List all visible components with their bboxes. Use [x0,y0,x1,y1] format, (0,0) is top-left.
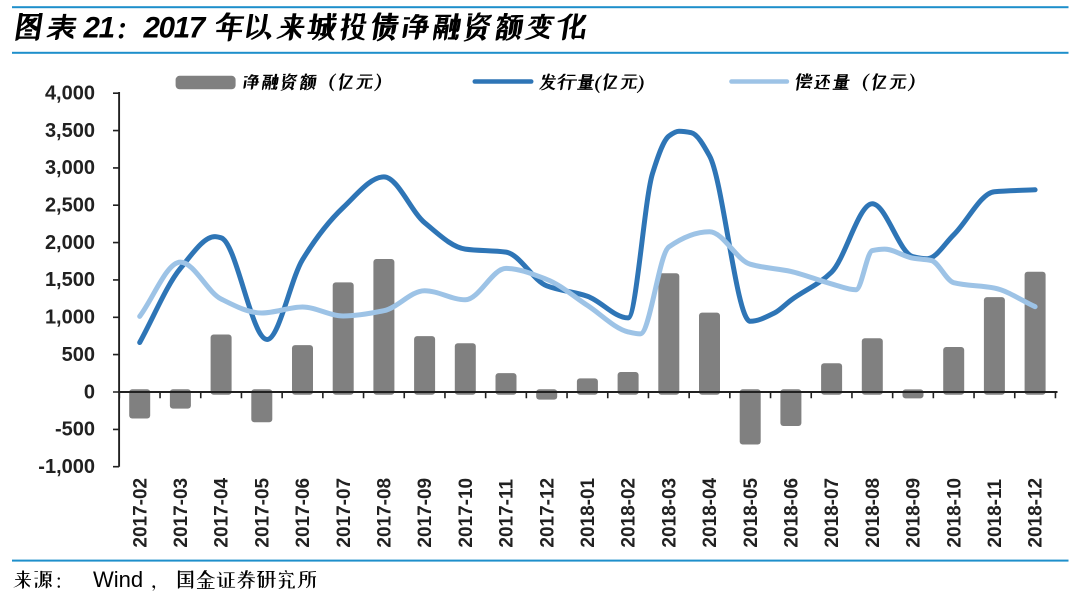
svg-text:2017-11: 2017-11 [497,478,518,547]
svg-text:2017-04: 2017-04 [212,477,233,547]
svg-text:2018-01: 2018-01 [578,477,599,547]
svg-text:2018-05: 2018-05 [741,477,762,547]
svg-text:2017-12: 2017-12 [537,478,558,548]
svg-text:1,000: 1,000 [45,307,95,329]
svg-text:2,500: 2,500 [45,195,95,217]
svg-text:500: 500 [62,344,95,366]
svg-text:2017-09: 2017-09 [415,478,436,548]
svg-text:2,000: 2,000 [45,232,95,254]
svg-text:0: 0 [84,381,95,403]
svg-text:2018-08: 2018-08 [863,478,884,548]
svg-text:2018-10: 2018-10 [944,478,965,548]
svg-text:2017-06: 2017-06 [293,478,314,548]
svg-text:2017-08: 2017-08 [375,478,396,548]
svg-text:3,000: 3,000 [45,157,95,179]
svg-text:2018-07: 2018-07 [822,478,843,548]
svg-text:3,500: 3,500 [45,120,95,142]
svg-text:2018-06: 2018-06 [782,478,803,548]
svg-text:2017-02: 2017-02 [130,478,151,548]
svg-text:2018-11: 2018-11 [985,478,1006,547]
svg-text:Wind: Wind [93,567,143,592]
svg-text:2017-07: 2017-07 [334,478,355,548]
svg-text:2018-02: 2018-02 [619,478,640,548]
svg-text:2018-03: 2018-03 [659,478,680,548]
svg-text:2017-05: 2017-05 [252,477,273,547]
svg-text:2018-09: 2018-09 [904,478,925,548]
svg-text:2017-10: 2017-10 [456,478,477,548]
svg-text:1,500: 1,500 [45,269,95,291]
svg-text:-500: -500 [55,419,95,441]
svg-text:-1,000: -1,000 [38,456,95,478]
svg-text:2017-03: 2017-03 [171,478,192,548]
svg-text:21: 21 [83,11,114,44]
svg-text:4,000: 4,000 [45,83,95,105]
svg-text:2018-12: 2018-12 [1026,478,1047,548]
svg-text:2018-04: 2018-04 [700,477,721,547]
svg-text:2017: 2017 [143,11,207,44]
